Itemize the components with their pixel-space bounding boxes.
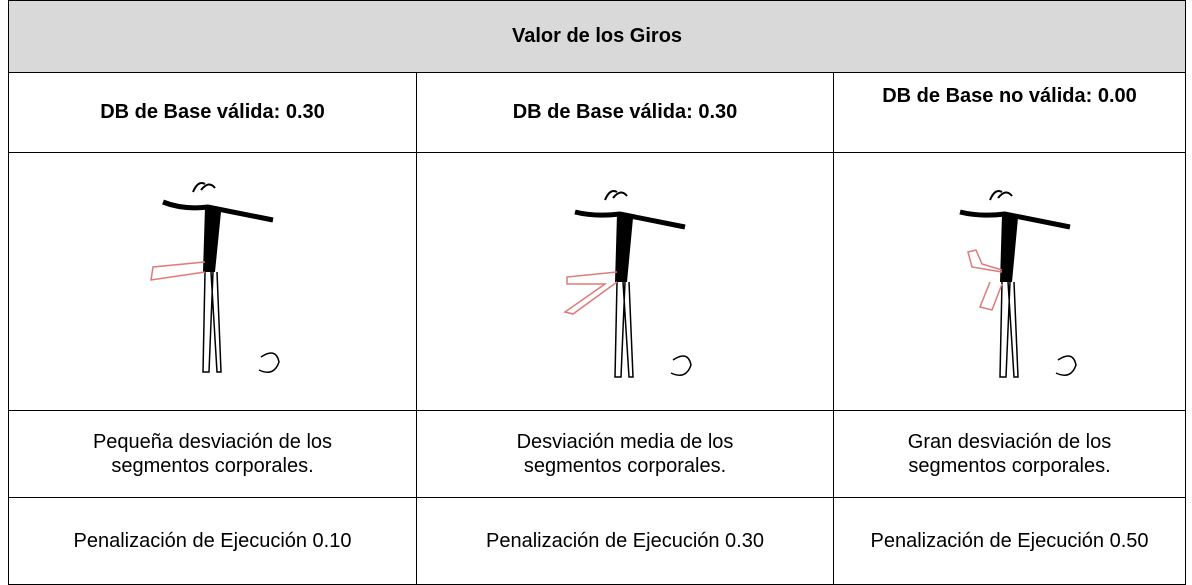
description: Pequeña desviación de los segmentos corp… [92,431,333,477]
table-title: Valor de los Giros [7,0,1187,73]
description: Desviación media de los segmentos corpor… [516,431,734,477]
gymnast-figure [563,189,692,378]
image-cell [8,152,417,411]
penalty-cell: Penalización de Ejecución 0.10 [8,497,417,585]
description-cell: Pequeña desviación de los segmentos corp… [8,410,417,498]
header-cell: DB de Base no válida: 0.00 [832,72,1187,153]
header-cell: DB de Base válida: 0.30 [8,72,417,153]
gymnast-figure [149,181,280,373]
penalty-cell: Penalización de Ejecución 0.30 [416,497,834,585]
turns-table: Valor de los Giros DB de Base válida: 0.… [7,0,1187,585]
description: Gran desviación de los segmentos corpora… [907,431,1112,477]
image-cell [832,152,1187,411]
description-cell: Gran desviación de los segmentos corpora… [832,410,1187,498]
page: Valor de los Giros DB de Base válida: 0.… [7,0,1187,585]
header-cell: DB de Base válida: 0.30 [416,72,834,153]
image-cell [416,152,834,411]
penalty-cell: Penalización de Ejecución 0.50 [832,497,1187,585]
description-cell: Desviación media de los segmentos corpor… [416,410,834,498]
gymnast-figure [958,189,1077,378]
